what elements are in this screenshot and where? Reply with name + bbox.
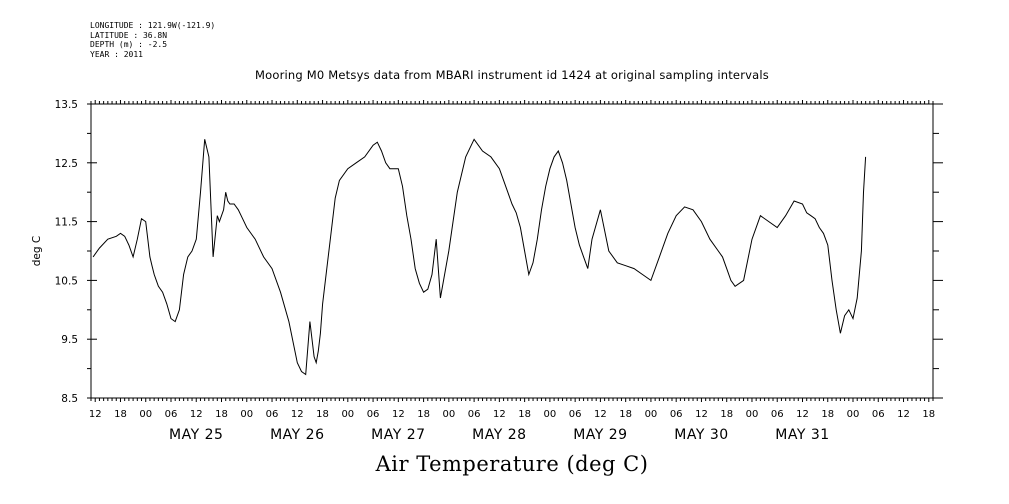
depth-label: DEPTH (m) : -2.5 bbox=[90, 40, 168, 49]
x-hour-label: 00 bbox=[645, 409, 658, 420]
x-hour-label: 00 bbox=[442, 409, 455, 420]
x-hour-label: 12 bbox=[796, 409, 809, 420]
x-hour-label: 18 bbox=[518, 409, 531, 420]
x-axis-title: Air Temperature (deg C) bbox=[375, 452, 649, 476]
y-tick-label: 10.5 bbox=[55, 275, 78, 287]
y-tick-label: 11.5 bbox=[55, 217, 78, 229]
x-hour-label: 18 bbox=[316, 409, 329, 420]
plot-frame bbox=[90, 103, 934, 399]
x-hour-label: 18 bbox=[215, 409, 228, 420]
x-day-label: MAY 31 bbox=[775, 427, 829, 443]
y-tick-label: 12.5 bbox=[55, 158, 78, 170]
chart-title: Mooring M0 Metsys data from MBARI instru… bbox=[255, 68, 769, 82]
x-hour-label: 00 bbox=[746, 409, 759, 420]
x-day-label: MAY 25 bbox=[169, 427, 223, 443]
y-axis: 8.5 9.5 10.5 11.5 12.5 13.5 bbox=[55, 99, 943, 405]
x-hour-label: 12 bbox=[291, 409, 304, 420]
x-hour-label: 12 bbox=[594, 409, 607, 420]
metadata-block: LONGITUDE : 121.9W(-121.9) LATITUDE : 36… bbox=[90, 21, 215, 59]
x-hour-label: 12 bbox=[493, 409, 506, 420]
x-hour-label: 00 bbox=[544, 409, 557, 420]
x-hour-label: 06 bbox=[569, 409, 582, 420]
x-hour-label: 06 bbox=[670, 409, 683, 420]
x-hour-label: 00 bbox=[240, 409, 253, 420]
latitude-label: LATITUDE : 36.8N bbox=[90, 30, 168, 40]
x-hour-label: 12 bbox=[695, 409, 708, 420]
x-hour-label: 18 bbox=[821, 409, 834, 420]
y-tick-label: 13.5 bbox=[55, 99, 78, 111]
x-hour-label: 06 bbox=[872, 409, 885, 420]
x-hour-label: 18 bbox=[619, 409, 632, 420]
longitude-label: LONGITUDE : 121.9W(-121.9) bbox=[90, 21, 216, 30]
x-day-label: MAY 26 bbox=[270, 427, 324, 443]
x-day-label: MAY 27 bbox=[371, 427, 425, 443]
x-hour-label: 12 bbox=[190, 409, 203, 420]
x-axis: 12 18 00 06 12 18 00 06 12 18 00 06 12 18 00 06 12 18 00 06… bbox=[89, 100, 935, 443]
year-label: YEAR : 2011 bbox=[90, 49, 143, 59]
x-hour-label: 06 bbox=[165, 409, 178, 420]
y-tick-label: 9.5 bbox=[61, 334, 78, 346]
x-hour-label: 18 bbox=[114, 409, 127, 420]
x-hour-label: 00 bbox=[341, 409, 354, 420]
x-day-label: MAY 30 bbox=[674, 427, 728, 443]
x-hour-label: 18 bbox=[417, 409, 430, 420]
x-hour-label: 18 bbox=[720, 409, 733, 420]
x-hour-label: 12 bbox=[392, 409, 405, 420]
series-line-air-temperature bbox=[92, 138, 867, 376]
x-hour-label: 00 bbox=[847, 409, 860, 420]
x-hour-label: 06 bbox=[468, 409, 481, 420]
x-hour-label: 18 bbox=[922, 409, 935, 420]
x-hour-label: 06 bbox=[771, 409, 784, 420]
x-day-label: MAY 29 bbox=[573, 427, 627, 443]
x-hour-label: 12 bbox=[89, 409, 102, 420]
x-hour-label: 06 bbox=[266, 409, 279, 420]
x-day-label: MAY 28 bbox=[472, 427, 526, 443]
x-hour-label: 12 bbox=[897, 409, 910, 420]
x-hour-label: 00 bbox=[139, 409, 152, 420]
x-hour-label: 06 bbox=[367, 409, 380, 420]
y-axis-label: deg C bbox=[31, 236, 43, 266]
y-tick-label: 8.5 bbox=[61, 393, 78, 405]
